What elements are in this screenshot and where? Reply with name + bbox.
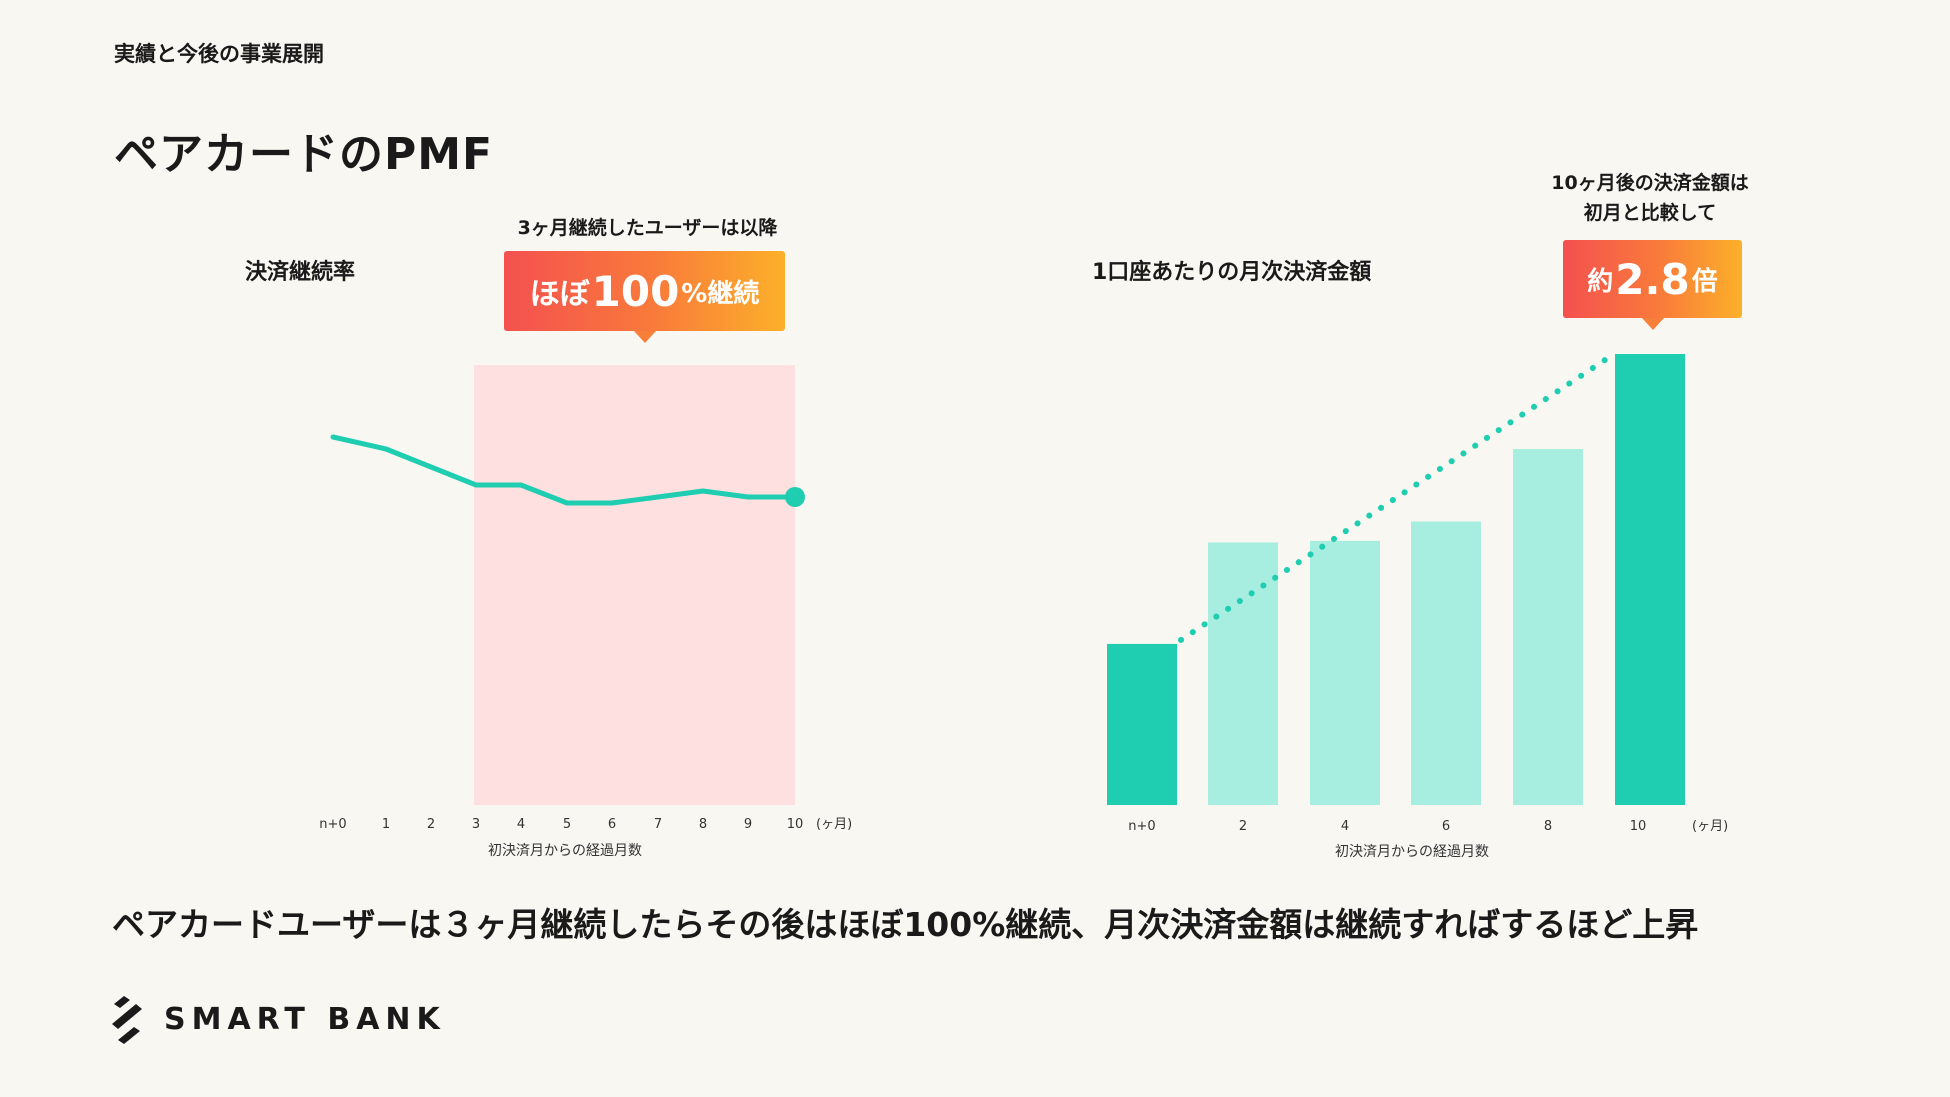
smartbank-logo-icon xyxy=(112,996,142,1044)
spend-callout-value: 2.8 xyxy=(1615,254,1690,304)
spend-bar xyxy=(1107,643,1177,805)
retention-x-axis-label: 初決済月からの経過月数 xyxy=(488,842,642,859)
spend-callout-prefix: 約 xyxy=(1587,266,1614,297)
retention-x-tick: 7 xyxy=(654,817,662,832)
retention-x-tick: 2 xyxy=(427,817,435,832)
retention-x-tick: 10 xyxy=(787,817,804,832)
spend-x-axis-label: 初決済月からの経過月数 xyxy=(1335,843,1489,860)
spend-x-tick: 2 xyxy=(1239,819,1247,834)
spend-callout-pointer xyxy=(1641,318,1664,330)
retention-callout: ほぼ 100 %継続 xyxy=(504,251,785,343)
retention-note: 3ヶ月継続したユーザーは以降 xyxy=(517,217,778,239)
retention-x-tick: 6 xyxy=(608,817,616,832)
page-title: ペアカードのPMF xyxy=(114,129,494,180)
spend-bar xyxy=(1411,521,1481,805)
spend-x-tick: 8 xyxy=(1544,819,1552,834)
retention-callout-suffix: %継続 xyxy=(681,278,760,309)
retention-x-tick: 9 xyxy=(744,817,752,832)
spend-x-tick: 6 xyxy=(1442,819,1450,834)
spend-note-line1: 10ヶ月後の決済金額は xyxy=(1551,172,1749,194)
spend-note-line2: 初月と比較して xyxy=(1583,202,1717,224)
spend-chart-title: 1口座あたりの月次決済金額 xyxy=(1092,260,1372,285)
spend-note: 10ヶ月後の決済金額は 初月と比較して xyxy=(1520,168,1780,228)
spend-x-tick: 4 xyxy=(1341,819,1349,834)
retention-callout-prefix: ほぼ xyxy=(529,277,590,312)
retention-x-unit: (ヶ月) xyxy=(816,817,852,832)
spend-x-unit: (ヶ月) xyxy=(1692,819,1728,834)
retention-x-tick: 1 xyxy=(382,817,390,832)
spend-x-tick: 10 xyxy=(1630,819,1647,834)
retention-callout-pointer xyxy=(633,331,656,343)
spend-callout: 約 2.8 倍 xyxy=(1563,240,1742,330)
retention-x-tick: n+0 xyxy=(319,817,346,832)
spend-bar xyxy=(1513,449,1583,805)
retention-end-point xyxy=(785,487,805,507)
summary-statement: ペアカードユーザーは３ヶ月継続したらその後はほぼ100%継続、月次決済金額は継続… xyxy=(112,905,1699,944)
spend-bar-chart: n+0 2 4 6 8 10 (ヶ月) 初決済月からの経過月数 xyxy=(1107,353,1728,860)
company-logo: SMART BANK xyxy=(108,994,446,1044)
retention-highlight-region xyxy=(474,365,795,805)
spend-bar xyxy=(1208,542,1278,805)
spend-bar xyxy=(1310,540,1380,805)
retention-series-line xyxy=(330,434,798,506)
retention-chart-title: 決済継続率 xyxy=(245,260,356,285)
retention-x-tick: 8 xyxy=(699,817,707,832)
spend-callout-suffix: 倍 xyxy=(1691,266,1718,297)
retention-x-tick: 4 xyxy=(517,817,525,832)
retention-x-tick: 5 xyxy=(563,817,571,832)
logo-wordmark: SMART BANK xyxy=(164,1001,446,1037)
retention-x-tick: 3 xyxy=(472,817,480,832)
spend-x-tick: n+0 xyxy=(1128,819,1155,834)
section-eyebrow: 実績と今後の事業展開 xyxy=(114,42,324,66)
spend-bar xyxy=(1615,354,1685,805)
spend-trend-line xyxy=(1178,353,1614,643)
retention-line-chart: n+0 1 2 3 4 5 6 7 8 9 10 (ヶ月) 初決済月からの経過月数 xyxy=(319,365,852,859)
retention-callout-value: 100 xyxy=(591,266,680,316)
